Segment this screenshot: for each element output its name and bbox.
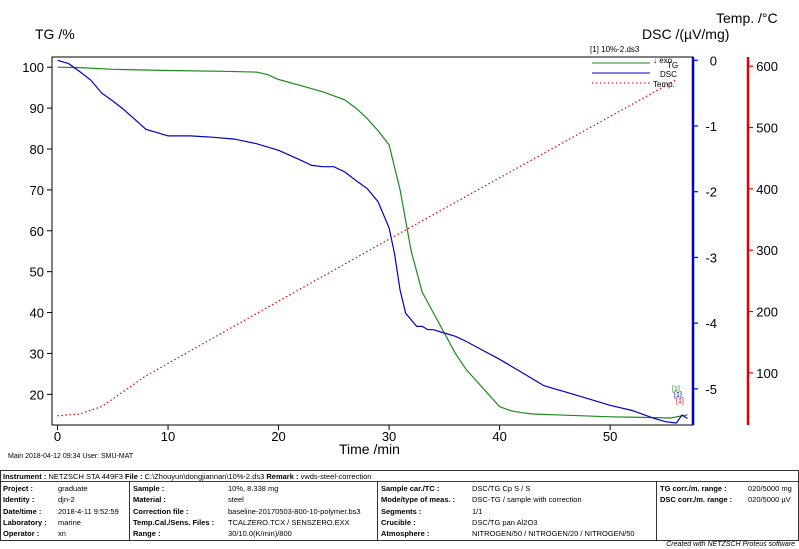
temp-tick-label-1: 200 — [756, 305, 778, 320]
temp-tick-label-0: 100 — [756, 366, 778, 381]
footer-col4-value-1: 020/5000 µV — [748, 495, 791, 505]
plot-frame — [51, 56, 694, 426]
footer-col4-label-1: DSC corr./m. range : — [660, 495, 733, 505]
x-tick-label-4: 40 — [492, 429, 506, 444]
footer-col2-label-0: Sample : — [133, 484, 165, 493]
temp-axis-title: Temp. /°C — [716, 10, 778, 26]
x-axis-title: Time /min — [339, 441, 400, 457]
curve-tag-dsc: [1] — [674, 392, 682, 399]
temp-tick-label-2: 300 — [756, 243, 778, 258]
file-value: C:\Zhouyun\dongjiannan\10%-2.ds3 — [144, 472, 265, 481]
legend-file: [1] 10%-2.ds3 — [590, 45, 640, 54]
legend-tg-label: TG — [667, 61, 679, 70]
footer-table: Instrument : NETZSCH STA 449F3 File : C:… — [0, 470, 799, 542]
footer-col1-value-3: marine — [58, 517, 81, 527]
footer-col3-label-1: Mode/type of meas. : — [381, 495, 456, 505]
dsc-tick-label-5: -5 — [705, 382, 717, 397]
tg-tick-label-7: 90 — [30, 101, 44, 116]
footer-col2-value-1: steel — [228, 495, 244, 505]
remark-value: vwds-steel-correction — [300, 472, 372, 481]
credit-text: Created with NETZSCH Proteus software — [666, 541, 795, 548]
curve-tag-temp: [1] — [676, 398, 684, 405]
footer-col3-value-0: DSC/TG Cp S / S — [472, 484, 531, 493]
footer-col2-label-2: Correction file : — [133, 506, 189, 516]
instrument-value: NETZSCH STA 449F3 — [48, 472, 123, 481]
temp-tick-label-5: 600 — [756, 59, 778, 74]
footer-col2-value-4: 30/10.0(K/min)/800 — [228, 529, 292, 539]
footer-col2-label-4: Range : — [133, 529, 161, 539]
tg-tick-label-3: 50 — [30, 265, 44, 280]
footer-col1-label-3: Laboratory : — [3, 517, 47, 527]
footer-col1-value-4: xn — [58, 529, 66, 539]
footer-col1-label-4: Operator : — [3, 529, 40, 539]
footer-col3-label-2: Segments : — [381, 506, 422, 516]
x-tick-label-1: 10 — [161, 429, 175, 444]
footer-col3-label-3: Crucible : — [381, 517, 416, 527]
footer-col1-label-2: Date/time : — [3, 506, 42, 516]
footer-col1-label-1: Identity : — [3, 495, 35, 505]
series-tg-line — [57, 66, 688, 419]
dsc-tick-label-3: -3 — [705, 250, 717, 265]
dsc-tick-label-0: 0 — [710, 53, 717, 68]
footer-col2-label-1: Material : — [133, 495, 166, 505]
tg-tick-label-5: 70 — [30, 183, 44, 198]
dsc-tick-label-4: -4 — [705, 316, 717, 331]
footer-col3-value-3: DSC/TG pan Al2O3 — [472, 517, 538, 527]
file-label: File : — [125, 472, 143, 481]
footer-col2-value-2: baseline-20170503-800-10-polymer.bs3 — [228, 506, 361, 516]
legend-dsc-label: DSC — [660, 70, 677, 79]
x-tick-label-0: 0 — [54, 429, 61, 444]
footer-col4-label-0: TG corr./m. range : — [660, 484, 727, 493]
dsc-axis-title: DSC /(µV/mg) — [642, 26, 730, 42]
legend-temp-label: Temp. — [653, 80, 675, 89]
footer-col3-value-1: DSC-TG / sample with correction — [472, 495, 582, 505]
x-tick-label-3: 30 — [382, 429, 396, 444]
temp-tick-label-4: 500 — [756, 121, 778, 136]
footer-col1-value-2: 2018-4-11 9:52:59 — [58, 506, 119, 516]
tg-axis-title: TG /% — [35, 26, 75, 42]
tg-tick-label-6: 80 — [30, 142, 44, 157]
footer-col1-value-1: djn-2 — [58, 495, 75, 505]
tg-tick-label-8: 100 — [22, 60, 44, 75]
footer-col1-label-0: Project : — [3, 484, 34, 493]
footer-col3-label-0: Sample car./TC : — [381, 484, 440, 493]
chart: 0 10 20 30 40 50 20 30 40 50 60 70 80 90 100 0 -1 -2 -3 -4 -… — [22, 53, 778, 444]
tg-tick-label-1: 30 — [30, 346, 44, 361]
series-temp-line — [57, 79, 677, 417]
tg-tick-label-0: 20 — [30, 387, 44, 402]
meta-left: Main 2018-04-12 09:34 User: SMU-MAT — [8, 453, 134, 460]
dsc-tick-label-1: -1 — [705, 119, 717, 134]
footer-col4-value-0: 020/5000 mg — [748, 484, 792, 493]
footer-col1-value-0: graduate — [58, 484, 88, 493]
temp-tick-label-3: 400 — [756, 182, 778, 197]
footer-col3-value-4: NITROGEN/50 / NITROGEN/20 / NITROGEN/50 — [472, 529, 635, 539]
footer-col3-value-2: 1/1 — [472, 506, 483, 516]
instrument-label: Instrument : — [3, 472, 47, 481]
footer-col2-value-0: 10%, 8.338 mg — [228, 484, 279, 493]
x-tick-label-2: 20 — [271, 429, 285, 444]
dsc-tick-label-2: -2 — [705, 185, 717, 200]
x-tick-label-5: 50 — [603, 429, 617, 444]
footer-col3-label-4: Atmosphere : — [381, 529, 430, 539]
tg-tick-label-2: 40 — [30, 306, 44, 321]
legend-exo: ↓ exo — [653, 56, 673, 65]
series-dsc-line — [57, 59, 688, 424]
footer-col2-value-3: TCALZERO.TCX / SENSZERO.EXX — [228, 517, 350, 527]
curve-tag-tg: [1] — [672, 386, 680, 393]
tg-tick-label-4: 60 — [30, 224, 44, 239]
footer-col2-label-3: Temp.Cal./Sens. Files : — [133, 517, 215, 527]
remark-label: Remark : — [266, 472, 299, 481]
